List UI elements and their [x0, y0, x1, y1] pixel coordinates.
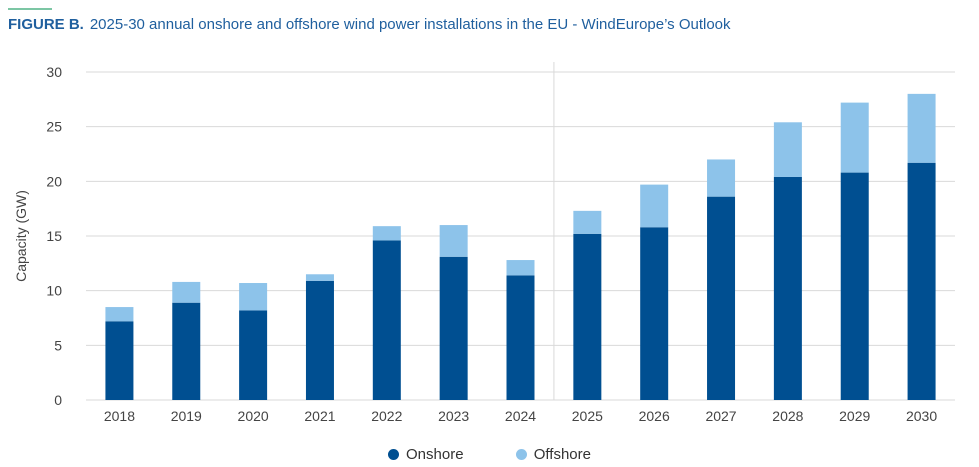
bar-onshore-2029: [840, 172, 869, 400]
bar-onshore-2019: [172, 302, 201, 400]
figure-label: FIGURE B.: [8, 16, 84, 33]
bar-onshore-2030: [907, 162, 936, 400]
bar-offshore-2026: [640, 184, 669, 228]
x-tick-label-2027: 2027: [705, 408, 736, 424]
y-tick-label-25: 25: [46, 119, 62, 135]
legend: Onshore Offshore: [0, 446, 979, 464]
y-tick-label-15: 15: [46, 228, 62, 244]
bar-offshore-2028: [773, 122, 802, 177]
bar-onshore-2018: [105, 321, 134, 400]
bar-offshore-2018: [105, 307, 134, 322]
bar-offshore-2029: [840, 102, 869, 173]
accent-line: [8, 8, 52, 10]
bar-onshore-2022: [372, 240, 401, 400]
bar-onshore-2024: [506, 275, 535, 400]
x-tick-label-2023: 2023: [438, 408, 469, 424]
legend-label-offshore: Offshore: [533, 446, 591, 463]
bar-offshore-2024: [506, 260, 535, 276]
x-tick-label-2021: 2021: [304, 408, 335, 424]
y-tick-label-20: 20: [46, 173, 62, 189]
y-tick-label-5: 5: [54, 337, 62, 353]
bar-offshore-2022: [372, 226, 401, 241]
legend-item-offshore: Offshore: [515, 446, 591, 463]
bar-offshore-2025: [573, 210, 602, 234]
x-tick-label-2024: 2024: [505, 408, 536, 424]
bar-offshore-2023: [439, 225, 468, 257]
bar-onshore-2026: [640, 227, 669, 400]
bar-offshore-2030: [907, 93, 936, 163]
legend-swatch-offshore: [515, 449, 527, 460]
y-tick-label-30: 30: [46, 64, 62, 80]
figure-title: FIGURE B. 2025-30 annual onshore and offs…: [8, 16, 731, 33]
bar-onshore-2021: [305, 280, 334, 400]
bar-offshore-2019: [172, 281, 201, 303]
x-tick-label-2020: 2020: [238, 408, 269, 424]
x-tick-label-2030: 2030: [906, 408, 937, 424]
x-tick-label-2029: 2029: [839, 408, 870, 424]
x-tick-label-2019: 2019: [171, 408, 202, 424]
bar-onshore-2027: [707, 196, 736, 400]
y-tick-label-0: 0: [54, 392, 62, 408]
bar-onshore-2023: [439, 256, 468, 400]
legend-label-onshore: Onshore: [406, 446, 464, 463]
bar-onshore-2028: [773, 176, 802, 400]
x-tick-label-2018: 2018: [104, 408, 135, 424]
figure-title-text: 2025-30 annual onshore and offshore wind…: [89, 16, 731, 33]
x-tick-label-2025: 2025: [572, 408, 603, 424]
x-tick-label-2028: 2028: [772, 408, 803, 424]
bar-offshore-2027: [707, 159, 736, 197]
bar-offshore-2021: [305, 274, 334, 281]
x-tick-label-2026: 2026: [639, 408, 670, 424]
legend-item-onshore: Onshore: [388, 446, 464, 463]
y-tick-label-10: 10: [46, 283, 62, 299]
y-axis-label: Capacity (GW): [13, 190, 29, 282]
bar-onshore-2020: [239, 310, 268, 400]
bar-offshore-2020: [239, 283, 268, 311]
legend-swatch-onshore: [388, 449, 399, 460]
bar-onshore-2025: [573, 233, 602, 400]
x-tick-label-2022: 2022: [371, 408, 402, 424]
